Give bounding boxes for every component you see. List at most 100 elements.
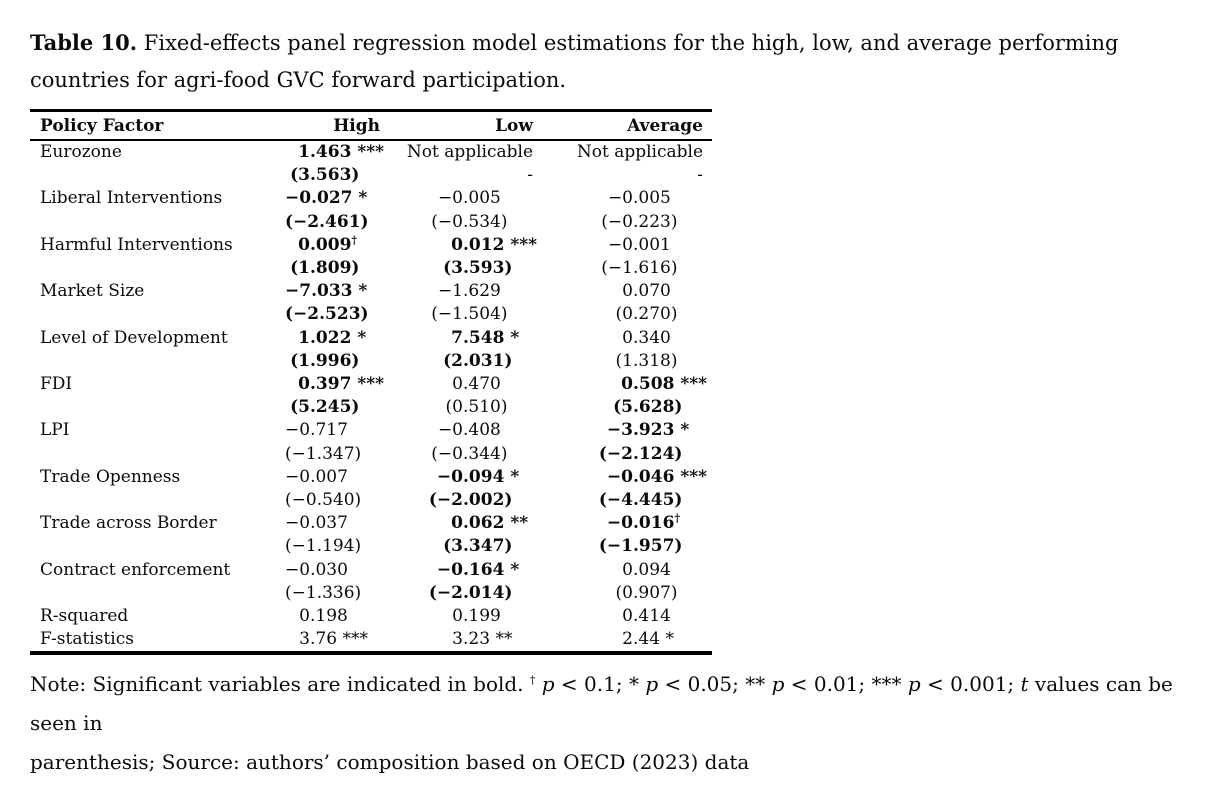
value-cell: 0.199: [452, 606, 501, 627]
empty-cell: [30, 443, 285, 466]
value-cell: Not applicable: [406, 142, 533, 162]
value-cell: (3.593): [443, 258, 513, 279]
value-cell: (5.245): [290, 397, 360, 418]
value-cell: (−2.461): [285, 211, 369, 232]
policy-factor-label: LPI: [40, 420, 70, 441]
note-text-segment: < 0.1; *: [554, 672, 646, 697]
value-cell: (−2.523): [285, 304, 369, 325]
policy-factor-label: FDI: [40, 374, 73, 395]
value-cell: −0.717: [285, 420, 348, 441]
note-text-segment: < 0.01; ***: [784, 672, 908, 697]
value-cell: (−1.504): [431, 304, 508, 325]
note-text-segment: values can be seen in: [30, 672, 1180, 736]
empty-cell: [30, 489, 285, 512]
table-row-tvalues: (−0.540) (−2.002) (−4.445): [30, 489, 712, 512]
table-row: Trade Openness −0.007 −0.094 * −0.046 ***: [30, 466, 712, 489]
column-header-policy-factor: Policy Factor: [30, 110, 285, 141]
value-cell: 0.070: [622, 281, 671, 302]
value-cell: -: [527, 165, 533, 186]
value-cell: (−1.957): [598, 536, 683, 557]
table-row-tvalues: (−1.194) (3.347) (−1.957): [30, 535, 712, 558]
value-cell: (−0.223): [601, 211, 678, 232]
document-page: Table 10. Fixed-effects panel regression…: [30, 24, 1180, 782]
value-cell: 0.009†: [298, 233, 358, 255]
empty-cell: [30, 164, 285, 187]
note-text-segment: p: [541, 672, 555, 697]
policy-factor-label: Harmful Interventions: [40, 234, 233, 255]
regression-table: Policy Factor High Low Average Eurozone 1…: [30, 109, 712, 656]
value-cell: (0.907): [615, 582, 678, 603]
table-note: Note: Significant variables are indicate…: [30, 665, 1180, 782]
value-cell: −1.629: [437, 281, 501, 302]
column-header-low: Low: [380, 110, 533, 141]
value-cell: (−1.194): [285, 536, 362, 557]
value-cell: 1.463 ***: [298, 142, 384, 162]
value-cell: −0.001: [607, 234, 671, 255]
note-text-segment: < 0.001;: [920, 672, 1021, 697]
value-cell: (−2.002): [428, 490, 513, 511]
table-row-tvalues: (1.809) (3.593) (−1.616): [30, 257, 712, 280]
value-cell: −0.164 *: [436, 559, 520, 580]
policy-factor-label: Level of Development: [40, 327, 228, 348]
policy-factor-label: Trade Openness: [40, 466, 181, 487]
value-cell: (−4.445): [598, 490, 683, 511]
table-row: Liberal Interventions −0.027 * −0.005 −0.00…: [30, 187, 712, 210]
value-cell: Not applicable: [576, 142, 703, 162]
table-caption-text-line2: countries for agri-food GVC forward part…: [30, 68, 567, 92]
empty-cell: [30, 303, 285, 326]
value-cell: (1.996): [290, 350, 360, 371]
note-text-segment: Note: Significant variables are indicate…: [30, 672, 530, 697]
value-cell: 0.198: [299, 606, 348, 627]
table-caption-text-line1: Fixed-effects panel regression model est…: [143, 31, 1119, 55]
value-cell: (3.563): [290, 165, 360, 186]
note-text-segment: p: [907, 672, 921, 697]
table-row: Harmful Interventions 0.009† 0.012 *** −0.0…: [30, 234, 712, 257]
note-text-segment: †: [529, 673, 536, 687]
value-cell: −0.016†: [606, 511, 681, 534]
value-cell: −0.027 *: [285, 188, 368, 209]
empty-cell: [30, 396, 285, 419]
table-row: Trade across Border −0.037 0.062 ** −0.016†: [30, 512, 712, 535]
value-cell: 0.340: [622, 327, 671, 348]
note-text-segment: t: [1020, 672, 1029, 697]
note-text-segment: p: [771, 672, 785, 697]
value-cell: (−2.124): [598, 443, 683, 464]
value-cell: 2.44 *: [622, 629, 674, 650]
empty-cell: [30, 535, 285, 558]
column-header-average: Average: [533, 110, 712, 141]
value-cell: −7.033 *: [285, 281, 368, 302]
value-cell: (−0.344): [431, 443, 508, 464]
table-header-row: Policy Factor High Low Average: [30, 110, 712, 141]
value-cell: 0.012 ***: [451, 234, 537, 255]
value-cell: (3.347): [443, 536, 513, 557]
table-row: Level of Development 1.022 * 7.548 * 0.340: [30, 327, 712, 350]
policy-factor-label: R-squared: [40, 606, 129, 627]
table-row-tvalues: (5.245) (0.510) (5.628): [30, 396, 712, 419]
value-cell: -: [697, 165, 703, 186]
value-cell: (0.510): [445, 397, 508, 418]
table-row-tvalues: (−1.347) (−0.344) (−2.124): [30, 443, 712, 466]
table-row: Eurozone 1.463 *** Not applicable Not appli…: [30, 140, 712, 164]
value-cell: (−1.347): [285, 443, 362, 464]
value-cell: 0.397 ***: [298, 374, 384, 395]
value-cell: −0.007: [285, 466, 348, 487]
value-cell: 0.094: [622, 559, 671, 580]
value-cell: (−1.616): [601, 258, 678, 279]
table-row: LPI −0.717 −0.408 −3.923 *: [30, 419, 712, 442]
value-cell: 3.23 **: [452, 629, 513, 650]
value-cell: 0.470: [452, 374, 501, 395]
note-text-segment: parenthesis; Source: authors’ compositio…: [30, 750, 750, 775]
table-caption: Table 10. Fixed-effects panel regression…: [30, 24, 1180, 99]
value-cell: (0.270): [615, 304, 678, 325]
empty-cell: [30, 582, 285, 605]
table-row: R-squared 0.198 0.199 0.414: [30, 605, 712, 628]
policy-factor-label: Trade across Border: [40, 513, 217, 534]
value-cell: −0.005: [607, 188, 671, 209]
policy-factor-label: F-statistics: [40, 629, 134, 650]
value-cell: (1.809): [290, 258, 360, 279]
table-row-tvalues: (−2.461) (−0.534) (−0.223): [30, 211, 712, 234]
policy-factor-label: Liberal Interventions: [40, 188, 223, 209]
table-row-tvalues: (1.996) (2.031) (1.318): [30, 350, 712, 373]
value-cell: (−0.534): [431, 211, 508, 232]
value-cell: 0.414: [622, 606, 671, 627]
